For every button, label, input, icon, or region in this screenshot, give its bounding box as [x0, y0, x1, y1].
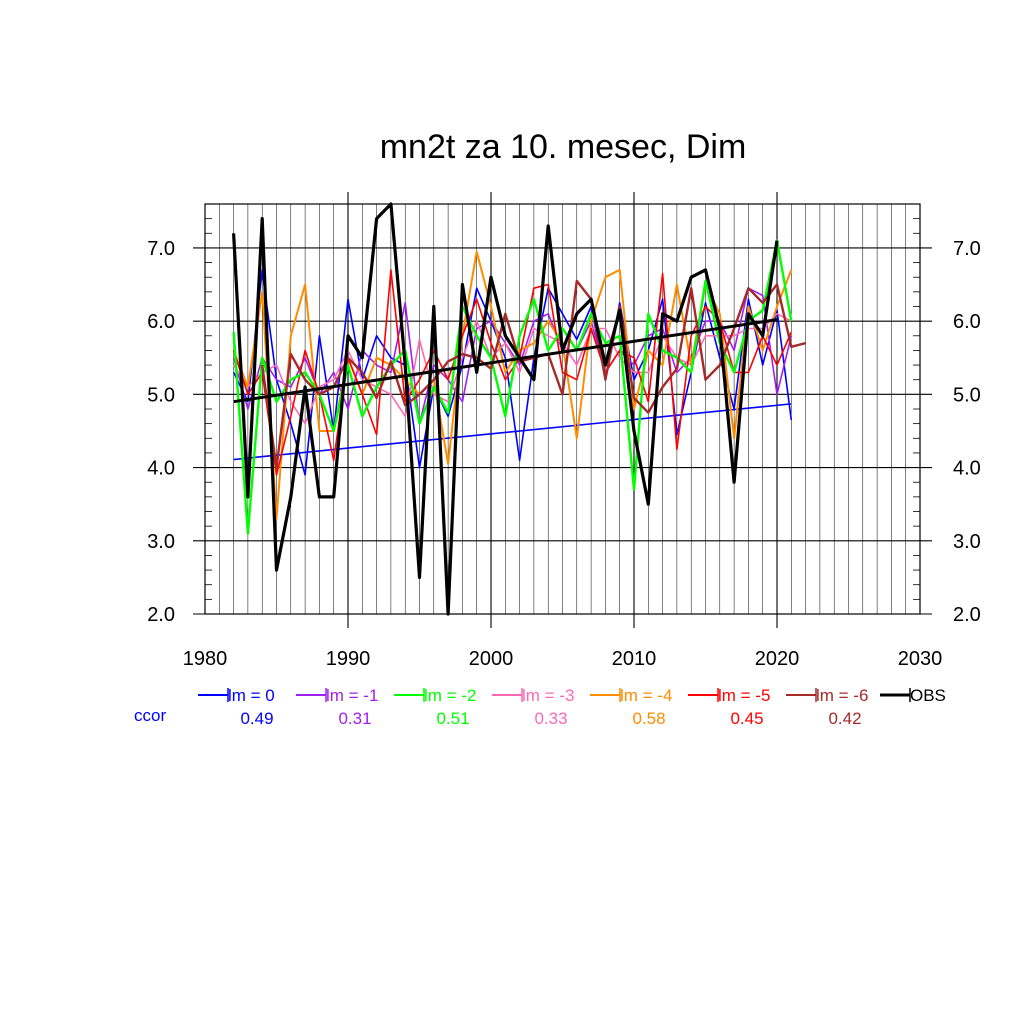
ccor-value: 0.51: [436, 709, 469, 728]
y-tick-label-left: 4.0: [147, 458, 175, 480]
y-tick-label-left: 3.0: [147, 531, 175, 553]
legend-label: lm = -6: [816, 686, 868, 705]
ccor-value: 0.45: [730, 709, 763, 728]
x-tick-label: 2010: [612, 648, 657, 670]
ccor-value: 0.31: [338, 709, 371, 728]
y-tick-label-right: 5.0: [953, 384, 981, 406]
axes: 2.0 2.0 3.0 3.0 4.0 4.0 5.0 5.0 6.0 6.0 7.0 7.0 1980…: [147, 238, 981, 670]
trend-line: [233, 318, 778, 404]
ccor-value: 0.49: [240, 709, 273, 728]
trend-line: [233, 403, 792, 461]
plot-frame: [204, 203, 921, 615]
y-tick-label-right: 2.0: [953, 604, 981, 626]
legend-label: lm = -5: [718, 686, 770, 705]
y-tick-label-left: 2.0: [147, 604, 175, 626]
x-tick-label: 1980: [183, 648, 228, 670]
x-tick-label: 2030: [898, 648, 943, 670]
y-tick-label-left: 6.0: [147, 311, 175, 333]
y-tick-label-right: 4.0: [953, 458, 981, 480]
series-lines: [232, 202, 806, 616]
chart-title: mn2t za 10. mesec, Dim: [380, 128, 747, 166]
legend-label: lm = -1: [326, 686, 378, 705]
y-tick-label-right: 6.0: [953, 311, 981, 333]
legend-label: lm = -2: [424, 686, 476, 705]
ccor-value: 0.33: [534, 709, 567, 728]
series-line: [232, 202, 779, 616]
x-tick-label: 2000: [469, 648, 514, 670]
grid-lines: [193, 192, 932, 628]
legend-label: lm = -3: [522, 686, 574, 705]
legend-label: OBS: [910, 686, 946, 705]
series-line: [232, 312, 792, 425]
ccor-value: 0.58: [632, 709, 665, 728]
x-tick-label: 2020: [755, 648, 800, 670]
ccor-label: ccor: [134, 706, 166, 725]
legend: ccor lm = 0 0.49 lm = -1 0.31 lm = -2 0.51 lm =…: [134, 686, 946, 728]
x-tick-label: 1990: [326, 648, 371, 670]
legend-label: lm = -4: [620, 686, 672, 705]
y-tick-label-left: 5.0: [147, 384, 175, 406]
y-tick-label-right: 7.0: [953, 238, 981, 260]
ccor-value: 0.42: [828, 709, 861, 728]
y-tick-label-left: 7.0: [147, 238, 175, 260]
legend-label: lm = 0: [228, 686, 275, 705]
y-tick-label-right: 3.0: [953, 531, 981, 553]
